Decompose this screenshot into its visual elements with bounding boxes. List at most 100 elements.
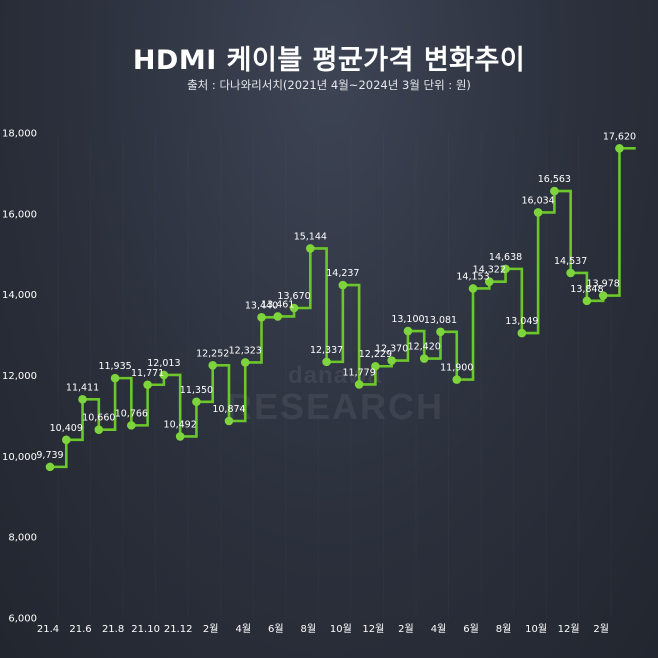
- data-label: 10,409: [50, 423, 83, 434]
- x-tick-label: 6월: [463, 623, 479, 635]
- data-label: 11,900: [440, 363, 473, 374]
- data-label: 14,237: [326, 268, 359, 279]
- data-label: 11,350: [180, 385, 213, 396]
- data-label: 11,411: [66, 382, 99, 393]
- y-tick-label: 10,000: [2, 452, 37, 463]
- data-label: 13,100: [391, 314, 424, 325]
- x-tick-label: 8월: [301, 623, 317, 635]
- data-point: [94, 425, 104, 434]
- x-tick-label: 21.10: [131, 624, 160, 635]
- x-tick-label: 6월: [268, 623, 284, 635]
- data-label: 13,461: [261, 299, 294, 310]
- data-point: [110, 373, 120, 383]
- data-label: 10,492: [164, 419, 197, 430]
- data-point: [501, 264, 510, 274]
- data-point: [175, 432, 185, 441]
- data-label: 15,144: [294, 231, 327, 242]
- data-label: 11,935: [98, 361, 131, 372]
- data-label: 12,337: [310, 345, 343, 356]
- data-label: 12,013: [147, 358, 180, 369]
- data-point: [533, 208, 543, 217]
- data-label: 16,563: [538, 174, 571, 185]
- data-point: [224, 416, 234, 426]
- x-tick-label: 12월: [362, 623, 384, 635]
- data-point: [598, 291, 608, 300]
- data-point: [550, 186, 559, 196]
- data-label: 10,660: [82, 413, 115, 424]
- data-point: [371, 361, 380, 371]
- x-tick-label: 10월: [330, 623, 352, 635]
- data-label: 13,848: [570, 284, 603, 295]
- data-point: [338, 280, 348, 290]
- x-tick-label: 21.8: [102, 624, 124, 635]
- data-point: [192, 397, 201, 407]
- data-label: 12,323: [229, 345, 262, 356]
- data-label: 9,739: [36, 450, 63, 461]
- data-point: [127, 421, 136, 430]
- watermark-line-2: RESEARCH: [225, 386, 445, 427]
- data-label: 13,049: [505, 316, 538, 327]
- y-axis: 6,000 8,000 10,000 12,000 14,000 16,000 18,000: [2, 129, 37, 625]
- data-label: 10,766: [115, 408, 148, 419]
- x-tick-label: 2월: [593, 623, 609, 635]
- data-label: 14,638: [489, 252, 522, 263]
- data-point: [61, 435, 71, 445]
- data-point: [322, 357, 331, 367]
- data-point: [582, 296, 592, 306]
- watermark-logo: danawa RESEARCH: [215, 362, 455, 428]
- data-point: [78, 395, 87, 404]
- x-tick-label: 4월: [431, 623, 447, 635]
- x-tick-label: 4월: [235, 623, 251, 635]
- data-label: 14,153: [456, 271, 489, 282]
- x-tick-label: 2월: [203, 623, 219, 635]
- data-point: [468, 284, 478, 293]
- data-label: 12,420: [408, 342, 441, 353]
- data-label: 13,978: [587, 279, 620, 290]
- data-point: [273, 312, 283, 321]
- x-axis: 21.4 21.6 21.8 21.10 21.12 2월 4월 6월 8월 10월 12월 2월 4월…: [37, 623, 609, 635]
- y-tick-label: 8,000: [8, 533, 37, 544]
- x-tick-label: 8월: [496, 623, 512, 635]
- data-point: [517, 328, 527, 338]
- data-point: [436, 327, 445, 337]
- y-tick-label: 16,000: [2, 209, 37, 220]
- data-label: 14,537: [554, 256, 587, 267]
- data-point: [289, 303, 299, 313]
- data-point: [159, 370, 169, 380]
- price-step-line: [50, 147, 636, 469]
- data-label: 17,620: [603, 131, 636, 142]
- chart-title: HDMI 케이블 평균가격 변화추이: [132, 45, 526, 76]
- x-tick-label: 21.6: [69, 624, 91, 635]
- data-point: [143, 380, 152, 390]
- data-label: 13,670: [277, 291, 310, 302]
- y-tick-label: 12,000: [2, 371, 37, 382]
- data-label: 12,252: [196, 348, 229, 359]
- data-point: [403, 326, 413, 336]
- data-point: [257, 313, 266, 322]
- data-point: [452, 375, 462, 384]
- data-label: 12,370: [375, 344, 408, 355]
- data-point: [354, 380, 364, 389]
- x-tick-label: 21.12: [164, 624, 193, 635]
- data-label: 11,771: [131, 368, 164, 379]
- y-tick-label: 18,000: [2, 129, 37, 140]
- data-labels: 9,739 10,409 11,411 10,660 11,935 10,766 11,77…: [36, 131, 636, 461]
- x-tick-label: 21.4: [37, 624, 59, 635]
- data-point: [387, 356, 396, 365]
- y-tick-label: 14,000: [2, 290, 37, 301]
- data-point: [240, 358, 250, 367]
- data-point: [484, 277, 494, 286]
- data-point: [306, 244, 315, 253]
- data-point: [615, 144, 624, 153]
- data-markers: [45, 144, 624, 472]
- y-tick-label: 6,000: [8, 614, 37, 625]
- data-point: [566, 268, 575, 278]
- data-label: 13,440: [245, 300, 278, 311]
- data-label: 10,874: [212, 404, 245, 415]
- x-tick-label: 12월: [558, 623, 580, 635]
- data-label: 11,779: [343, 367, 376, 378]
- data-point: [419, 354, 429, 363]
- data-point: [208, 361, 217, 370]
- data-label: 14,322: [473, 265, 506, 276]
